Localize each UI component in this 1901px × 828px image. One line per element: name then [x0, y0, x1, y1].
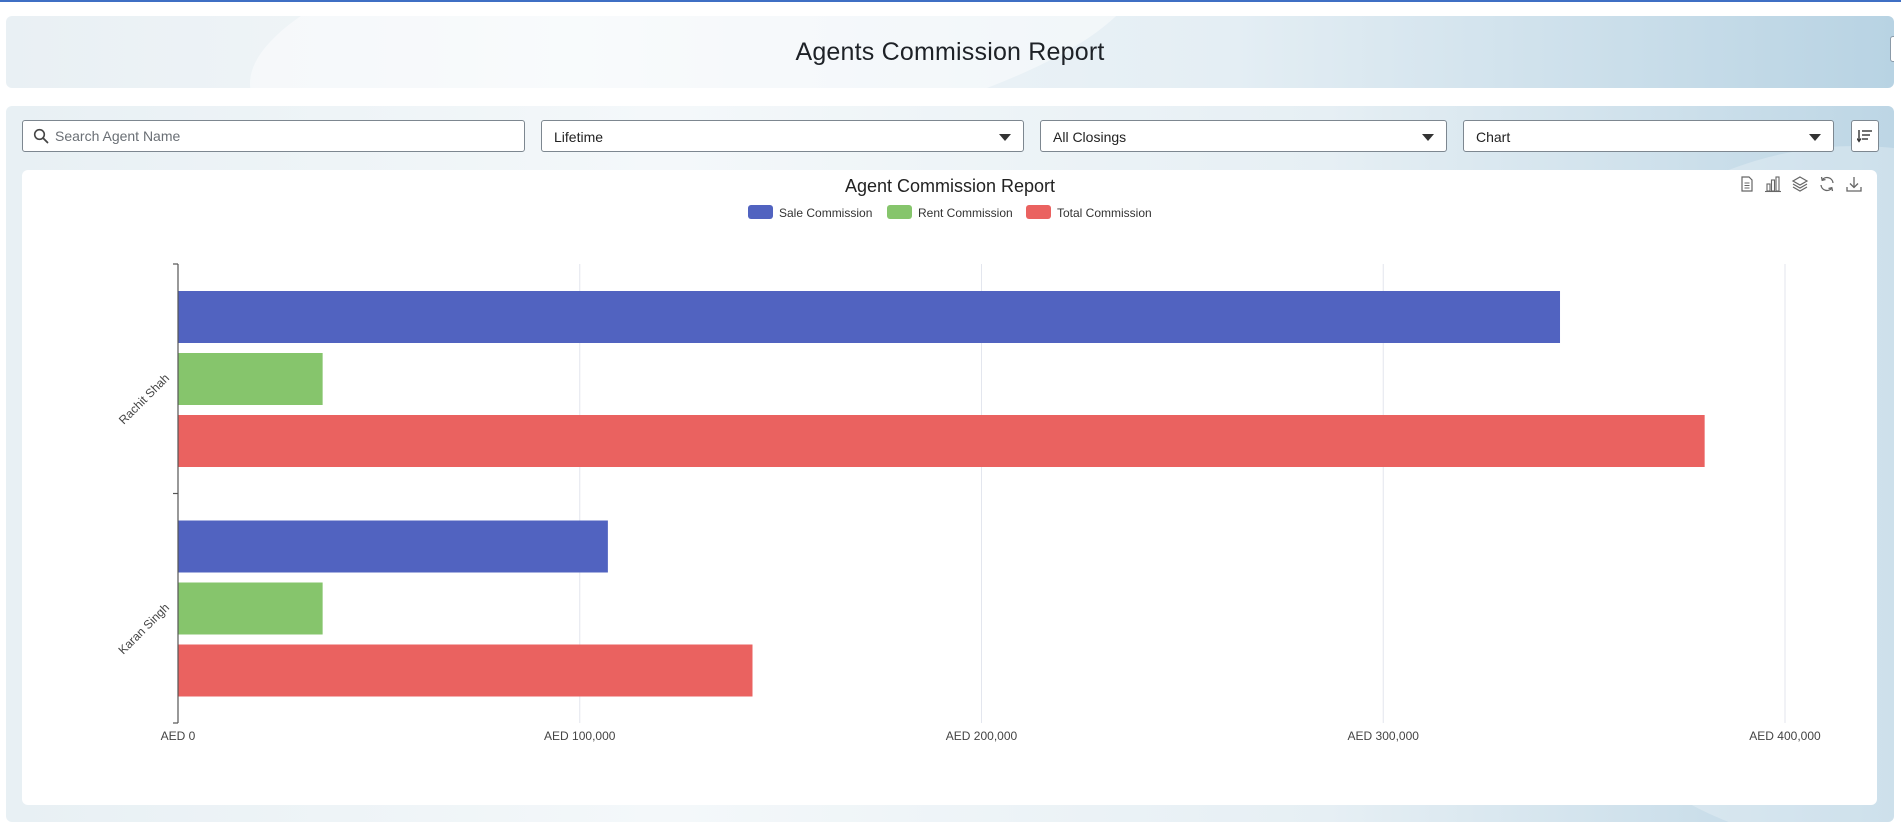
- x-tick-label: AED 300,000: [1348, 729, 1420, 743]
- x-tick-label: AED 100,000: [544, 729, 616, 743]
- stack-icon[interactable]: [1791, 175, 1809, 193]
- legend-label: Rent Commission: [918, 206, 1013, 220]
- bar-rent-commission[interactable]: [178, 582, 323, 635]
- sort-icon: [1857, 130, 1872, 143]
- bar-total-commission[interactable]: [178, 644, 753, 697]
- bar-rent-commission[interactable]: [178, 353, 323, 405]
- chevron-down-icon: [1422, 134, 1434, 141]
- search-input[interactable]: [55, 121, 515, 151]
- legend-label: Sale Commission: [779, 206, 872, 220]
- legend-swatch: [887, 205, 912, 219]
- download-icon[interactable]: [1845, 175, 1863, 193]
- chart-legend: Sale Commission Rent Commission Total Comm…: [748, 205, 1152, 220]
- closings-select-value: All Closings: [1053, 129, 1127, 145]
- view-select[interactable]: Chart: [1463, 120, 1834, 152]
- x-tick-label: AED 200,000: [946, 729, 1018, 743]
- chart-title: Agent Commission Report: [845, 176, 1055, 196]
- legend-swatch: [748, 205, 773, 219]
- data-view-icon[interactable]: [1738, 175, 1756, 193]
- legend-item-total-commission[interactable]: Total Commission: [1026, 205, 1152, 220]
- bar-total-commission[interactable]: [178, 415, 1705, 467]
- page-title: Agents Commission Report: [795, 38, 1105, 66]
- restore-icon[interactable]: [1818, 175, 1836, 193]
- chart-bars: [178, 291, 1705, 697]
- side-panel-tab[interactable]: [1890, 36, 1894, 62]
- agent-search[interactable]: [22, 120, 525, 152]
- sort-button[interactable]: [1851, 120, 1879, 152]
- search-icon: [33, 128, 49, 144]
- legend-label: Total Commission: [1057, 206, 1152, 220]
- legend-item-rent-commission[interactable]: Rent Commission: [887, 205, 1013, 220]
- period-select-value: Lifetime: [554, 129, 604, 145]
- legend-swatch: [1026, 205, 1051, 219]
- report-header: Agents Commission Report: [6, 16, 1894, 88]
- closings-select[interactable]: All Closings: [1040, 120, 1447, 152]
- x-tick-label: AED 400,000: [1749, 729, 1821, 743]
- top-accent-line: [0, 0, 1901, 2]
- period-select[interactable]: Lifetime: [541, 120, 1024, 152]
- view-select-value: Chart: [1476, 129, 1511, 145]
- y-category-label: Karan Singh: [116, 600, 173, 657]
- bar-sale-commission[interactable]: [178, 520, 608, 573]
- x-tick-label: AED 0: [161, 729, 196, 743]
- y-category-label: Rachit Shah: [116, 371, 172, 427]
- chevron-down-icon: [1809, 134, 1821, 141]
- chart-panel: [22, 170, 1877, 805]
- legend-item-sale-commission[interactable]: Sale Commission: [748, 205, 872, 220]
- chevron-down-icon: [999, 134, 1011, 141]
- bar-chart-icon[interactable]: [1764, 175, 1782, 193]
- bar-sale-commission[interactable]: [178, 291, 1561, 343]
